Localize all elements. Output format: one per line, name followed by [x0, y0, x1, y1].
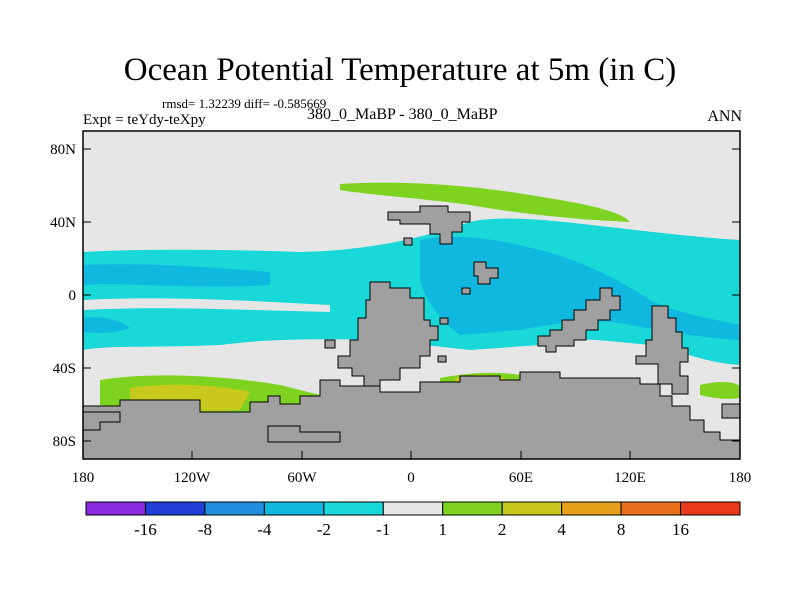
- x-tick-label: 120W: [174, 470, 212, 486]
- anomaly-blue-patch-2: [83, 264, 270, 287]
- land-islet-3: [439, 317, 449, 325]
- colorbar-swatch: [620, 501, 682, 516]
- colorbar-label: -2: [317, 520, 331, 539]
- anomaly-green-north: [340, 182, 630, 222]
- tick-marks: [82, 148, 741, 459]
- y-tick-label: 40N: [50, 215, 76, 231]
- land-center-2: [461, 287, 471, 295]
- colorbar-label: 1: [438, 520, 447, 539]
- y-tick-label: 80S: [53, 434, 76, 450]
- x-tick-label: 180: [729, 470, 752, 486]
- y-tick-label: 80N: [50, 142, 76, 158]
- colorbar-label: 8: [617, 520, 626, 539]
- colorbar-label: 4: [557, 520, 566, 539]
- case-label: 380_0_MaBP - 380_0_MaBP: [307, 106, 498, 123]
- x-tick-label: 60W: [287, 470, 317, 486]
- x-tick-label: 120E: [614, 470, 646, 486]
- land-center-1: [473, 261, 499, 285]
- season-label: ANN: [707, 108, 742, 125]
- colorbar-swatch: [323, 501, 384, 516]
- land-north-2: [403, 237, 413, 246]
- colorbar-swatch: [501, 501, 563, 516]
- experiment-label: Expt = teYdy-teXpy: [83, 112, 206, 128]
- colorbar: -16 -8 -4 -2 -1 1 2 4 8 16: [85, 501, 741, 539]
- land-islet-east: [721, 403, 741, 419]
- colorbar-swatch: [144, 501, 206, 516]
- x-tick-label: 180: [72, 470, 95, 486]
- x-tick-label: 0: [407, 470, 415, 486]
- land-diagonal: [537, 287, 621, 353]
- colorbar-swatch: [263, 501, 325, 516]
- colorbar-swatch: [680, 501, 741, 516]
- land-masses: [82, 205, 741, 460]
- colorbar-label: 2: [498, 520, 507, 539]
- colorbar-swatch: [442, 501, 503, 516]
- stats-label: rmsd= 1.32239 diff= -0.585669: [162, 96, 327, 111]
- land-east: [635, 305, 689, 395]
- colorbar-label: -8: [198, 520, 212, 539]
- anomaly-neutral-strip: [83, 298, 330, 312]
- colorbar-swatch: [85, 501, 146, 516]
- land-islet-2: [324, 339, 336, 349]
- land-peninsula: [267, 425, 341, 443]
- page-title: Ocean Potential Temperature at 5m (in C): [123, 52, 677, 88]
- land-africa: [337, 281, 439, 387]
- colorbar-label: 16: [672, 520, 689, 539]
- anomaly-green-east: [700, 382, 740, 399]
- colorbar-swatch: [382, 501, 444, 516]
- colorbar-swatch: [561, 501, 622, 516]
- y-tick-label: 40S: [53, 361, 76, 377]
- x-tick-label: 60E: [509, 470, 533, 486]
- colorbar-swatch: [204, 501, 265, 516]
- colorbar-label: -4: [257, 520, 272, 539]
- colorbar-label: -1: [376, 520, 390, 539]
- anomaly-blue-patch-3: [83, 317, 130, 334]
- y-tick-label: 0: [69, 288, 77, 304]
- land-antarctica: [82, 371, 741, 460]
- land-north-1: [387, 205, 471, 245]
- colorbar-label: -16: [134, 520, 157, 539]
- land-islet-1: [437, 355, 447, 363]
